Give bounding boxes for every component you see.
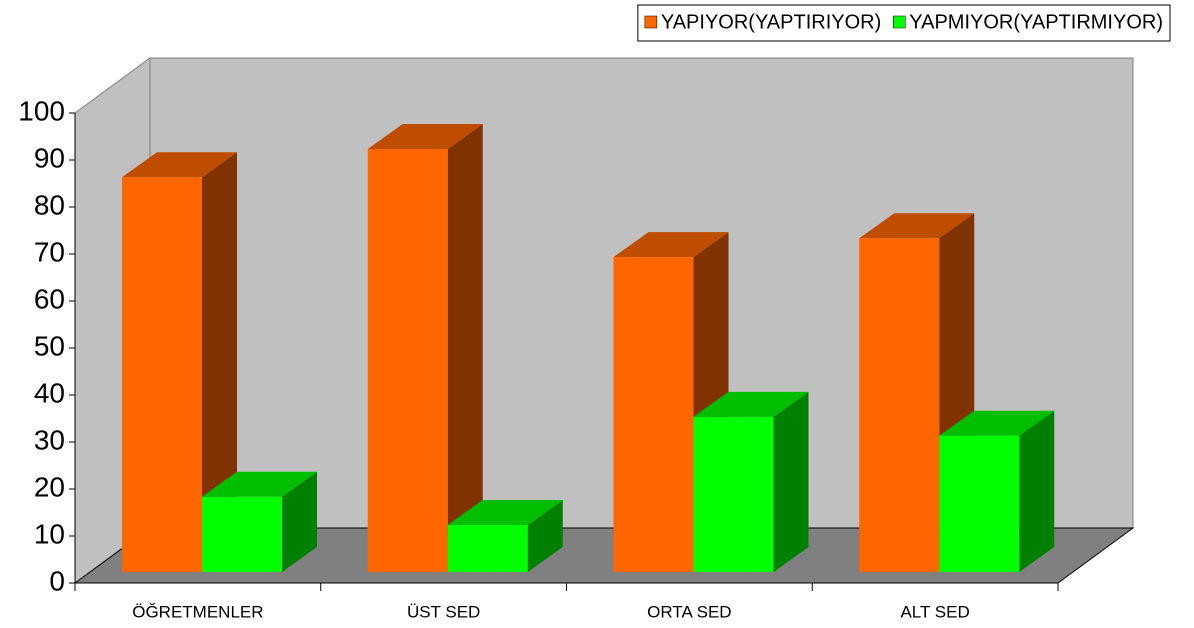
bar-top [859,213,975,239]
bar-front [613,257,694,572]
y-tick-label: 70 [34,236,65,267]
y-tick-label: 0 [49,565,65,596]
legend-swatch [893,15,906,29]
bar-top [939,410,1055,436]
y-tick-label: 80 [34,189,65,220]
legend-label: YAPMIYOR(YAPTIRMIYOR) [909,11,1163,33]
x-tick-label: ORTA SED [647,602,731,621]
y-tick-label: 10 [34,518,65,549]
bar [693,391,809,572]
legend-label: YAPIYOR(YAPTIRIYOR) [661,11,881,33]
bar-front [367,149,448,572]
bar-front [202,496,282,572]
bar-front [859,238,940,573]
bar-side [202,152,237,572]
bar-side [773,391,809,572]
bar [367,124,483,572]
bar-front [122,177,202,572]
bar-side [1019,410,1055,572]
bar-top [693,391,809,417]
y-tick-label: 100 [18,95,65,126]
bar-side [282,471,317,572]
bar [447,500,563,572]
y-tick-label: 90 [34,142,65,173]
bar [202,471,317,572]
y-tick-label: 20 [34,471,65,502]
y-tick-label: 40 [34,377,65,408]
legend-swatch [644,15,658,29]
y-tick-label: 50 [34,330,65,361]
bar-top [447,500,563,525]
bar-top [367,124,483,149]
x-tick-label: ÜST SED [407,602,480,621]
legend: YAPIYOR(YAPTIRIYOR) YAPMIYOR(YAPTIRMIYOR) [637,4,1171,42]
bar-front [693,416,774,572]
x-tick-label: ÖĞRETMENLER [132,602,263,621]
bar-front [939,435,1020,572]
bar-top [122,152,237,178]
bar-top [202,471,317,497]
bar [122,152,237,572]
y-tick-label: 60 [34,283,65,314]
legend-box [637,4,1171,42]
bar-side [527,500,563,572]
bar-front [447,525,528,572]
x-tick-label: ALT SED [900,602,969,621]
bar-top [613,232,729,258]
y-tick-label: 30 [34,424,65,455]
bar [939,410,1055,572]
bar-side [447,124,483,572]
